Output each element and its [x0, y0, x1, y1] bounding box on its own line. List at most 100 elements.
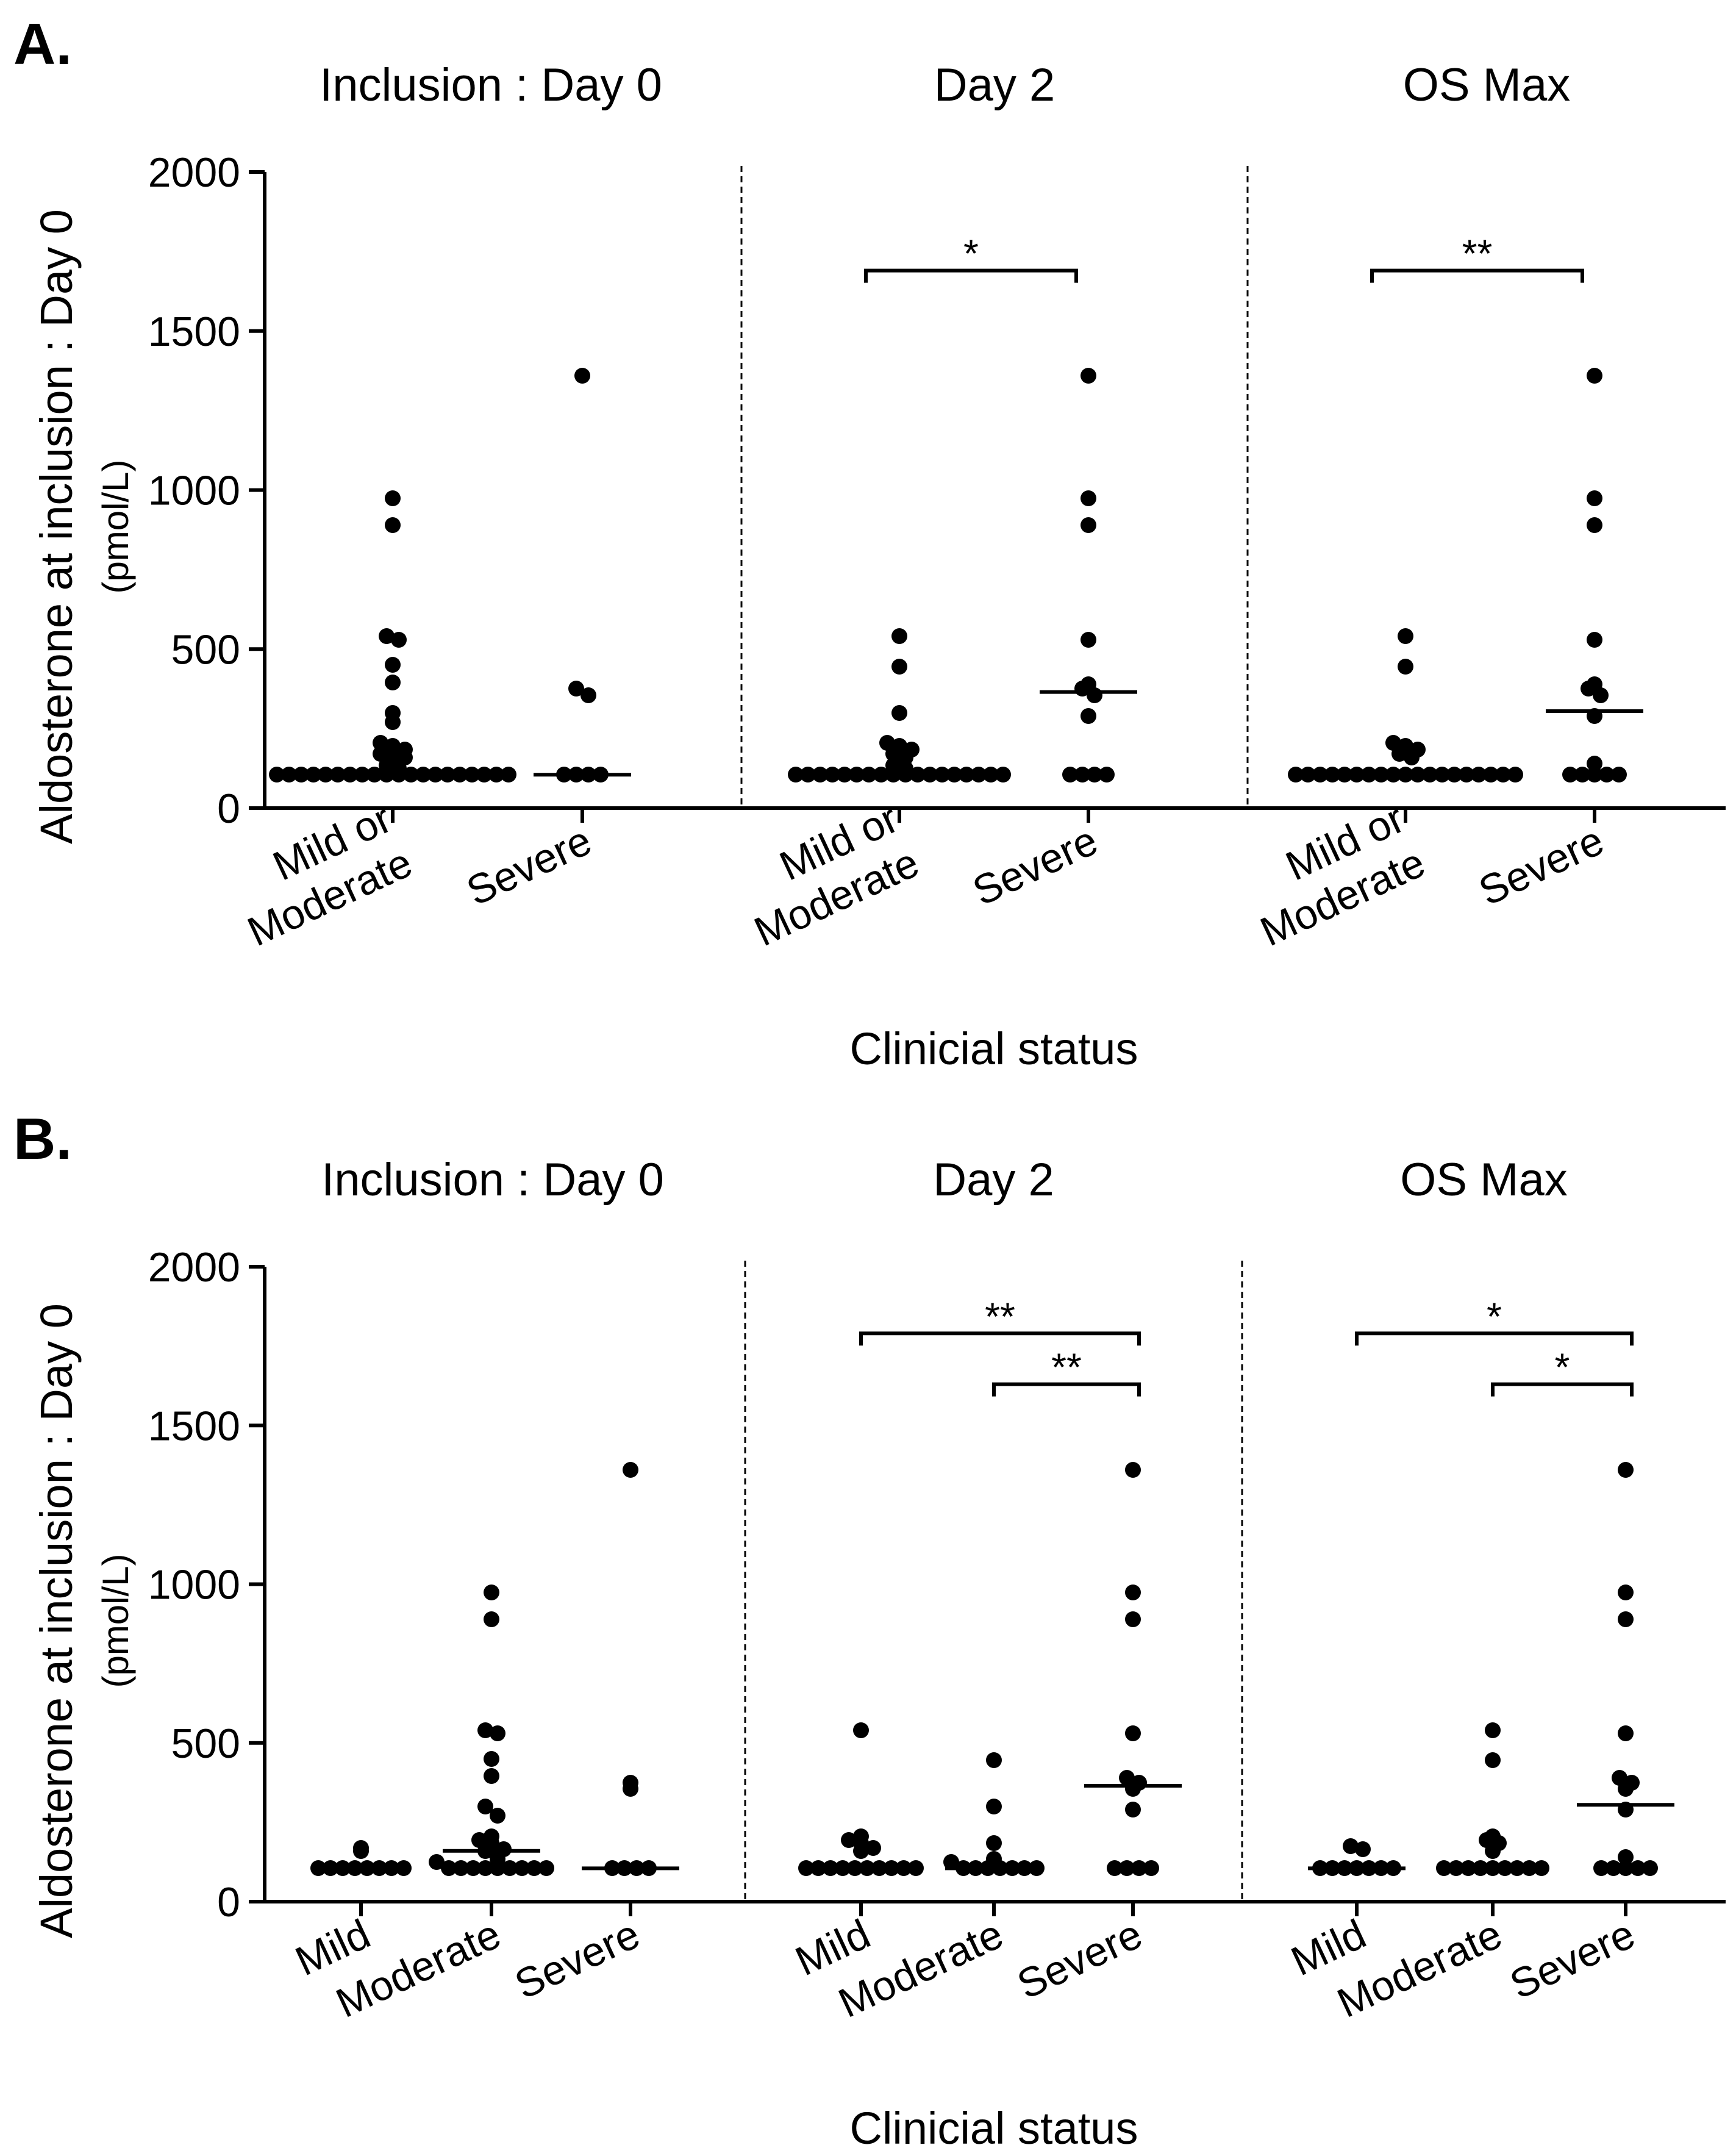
- category-label-line: Severe: [1503, 1911, 1641, 2008]
- bracket-line: [1355, 1331, 1634, 1346]
- data-point: [477, 1860, 493, 1876]
- group-title: Day 2: [934, 59, 1056, 111]
- significance-bracket: *: [1355, 1294, 1634, 1346]
- data-point: [1131, 1860, 1147, 1876]
- data-point: [477, 1722, 493, 1738]
- group-title: OS Max: [1400, 1154, 1568, 1206]
- category-label: Severe: [1503, 1911, 1641, 2008]
- bracket-line: [1370, 268, 1584, 283]
- data-point: [885, 746, 901, 762]
- y-tick-label: 1500: [148, 309, 240, 355]
- data-point: [1630, 1860, 1646, 1876]
- data-point: [476, 767, 492, 782]
- data-point: [1087, 687, 1102, 703]
- significance-label: **: [985, 1294, 1015, 1338]
- data-point: [538, 1860, 554, 1876]
- data-point: [865, 1840, 881, 1856]
- data-point: [1081, 517, 1096, 533]
- y-tick-label: 500: [171, 626, 240, 673]
- data-point: [986, 1835, 1002, 1851]
- data-point: [1337, 767, 1352, 782]
- category-label-line: Severe: [1010, 1911, 1149, 2008]
- data-point: [1081, 368, 1096, 384]
- data-point: [959, 767, 974, 782]
- data-point: [484, 1585, 499, 1600]
- x-axis-title: Clinicial status: [850, 1023, 1138, 1074]
- significance-label: *: [963, 232, 979, 276]
- panel-label: A.: [13, 12, 72, 77]
- group-title: Inclusion : Day 0: [320, 59, 662, 111]
- data-point: [891, 705, 907, 721]
- data-point: [1125, 1611, 1141, 1627]
- data-point: [1459, 767, 1474, 782]
- series-severe: Severe: [1010, 1462, 1182, 2008]
- data-point: [1485, 1722, 1501, 1738]
- y-tick-label: 0: [217, 786, 240, 832]
- data-point: [1587, 767, 1602, 782]
- data-point: [1574, 767, 1590, 782]
- data-point: [490, 1808, 505, 1824]
- data-point: [1099, 767, 1115, 782]
- x-axis-title: Clinicial status: [850, 2103, 1138, 2145]
- series-severe: Severe: [1472, 368, 1643, 915]
- data-point: [1581, 681, 1596, 696]
- data-point: [798, 1860, 814, 1876]
- group-title: Day 2: [933, 1154, 1054, 1206]
- data-point: [1587, 632, 1602, 648]
- data-point: [1398, 628, 1413, 644]
- data-point: [1125, 1802, 1141, 1817]
- data-point: [800, 767, 816, 782]
- significance-bracket: **: [992, 1345, 1141, 1397]
- data-point: [1398, 659, 1413, 675]
- data-point: [490, 1860, 505, 1876]
- significance-bracket: *: [864, 232, 1078, 283]
- data-point: [1642, 1860, 1658, 1876]
- data-point: [281, 767, 297, 782]
- data-point: [986, 1799, 1002, 1814]
- data-point: [1404, 750, 1420, 765]
- data-point: [853, 1843, 869, 1859]
- data-point: [1288, 767, 1304, 782]
- group-title: Inclusion : Day 0: [321, 1154, 664, 1206]
- data-point: [1587, 517, 1602, 533]
- data-point: [330, 767, 346, 782]
- data-point: [574, 368, 590, 384]
- data-point: [1618, 1611, 1634, 1627]
- data-point: [1618, 1860, 1634, 1876]
- data-point: [1495, 767, 1511, 782]
- data-point: [986, 1752, 1002, 1768]
- data-point: [1587, 368, 1602, 384]
- data-point: [1125, 1585, 1141, 1600]
- data-point: [1062, 767, 1078, 782]
- data-point: [441, 1860, 457, 1876]
- data-point: [1081, 632, 1096, 648]
- data-point: [841, 1832, 857, 1848]
- category-label-line: Severe: [460, 817, 598, 915]
- bracket-line: [859, 1331, 1141, 1346]
- significance-bracket: **: [859, 1294, 1141, 1346]
- data-point: [514, 1860, 530, 1876]
- data-point: [623, 1781, 638, 1797]
- data-point: [580, 687, 596, 703]
- data-point: [898, 750, 913, 765]
- data-point: [1587, 756, 1602, 772]
- data-point: [1074, 767, 1090, 782]
- y-tick-label: 0: [217, 1879, 240, 1925]
- data-point: [490, 1725, 505, 1741]
- data-point: [464, 767, 480, 782]
- y-tick-label: 2000: [148, 1244, 240, 1291]
- y-axis-unit: (pmol/L): [95, 459, 136, 593]
- y-axis-unit: (pmol/L): [95, 1553, 136, 1688]
- data-point: [465, 1860, 481, 1876]
- series-severe: Severe: [1503, 1462, 1674, 2008]
- data-point: [502, 1860, 518, 1876]
- data-point: [1618, 1462, 1634, 1478]
- data-point: [1593, 1860, 1609, 1876]
- data-point: [269, 767, 285, 782]
- data-point: [837, 767, 852, 782]
